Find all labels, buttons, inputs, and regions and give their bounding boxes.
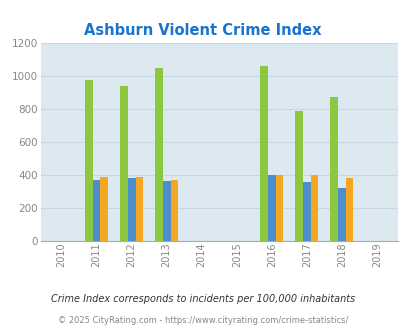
Bar: [329, 97, 337, 241]
Bar: [93, 180, 100, 241]
Bar: [345, 178, 352, 241]
Bar: [275, 176, 283, 241]
Text: Crime Index corresponds to incidents per 100,000 inhabitants: Crime Index corresponds to incidents per…: [51, 294, 354, 304]
Bar: [128, 178, 135, 241]
Text: © 2025 CityRating.com - https://www.cityrating.com/crime-statistics/: © 2025 CityRating.com - https://www.city…: [58, 316, 347, 325]
Bar: [310, 176, 318, 241]
Bar: [337, 187, 345, 241]
Bar: [85, 80, 93, 241]
Bar: [170, 180, 178, 241]
Bar: [260, 66, 267, 241]
Bar: [155, 68, 162, 241]
Bar: [120, 86, 128, 241]
Bar: [302, 182, 310, 241]
Bar: [135, 177, 143, 241]
Bar: [267, 176, 275, 241]
Bar: [162, 182, 170, 241]
Bar: [294, 111, 302, 241]
Bar: [100, 177, 108, 241]
Text: Ashburn Violent Crime Index: Ashburn Violent Crime Index: [84, 23, 321, 38]
